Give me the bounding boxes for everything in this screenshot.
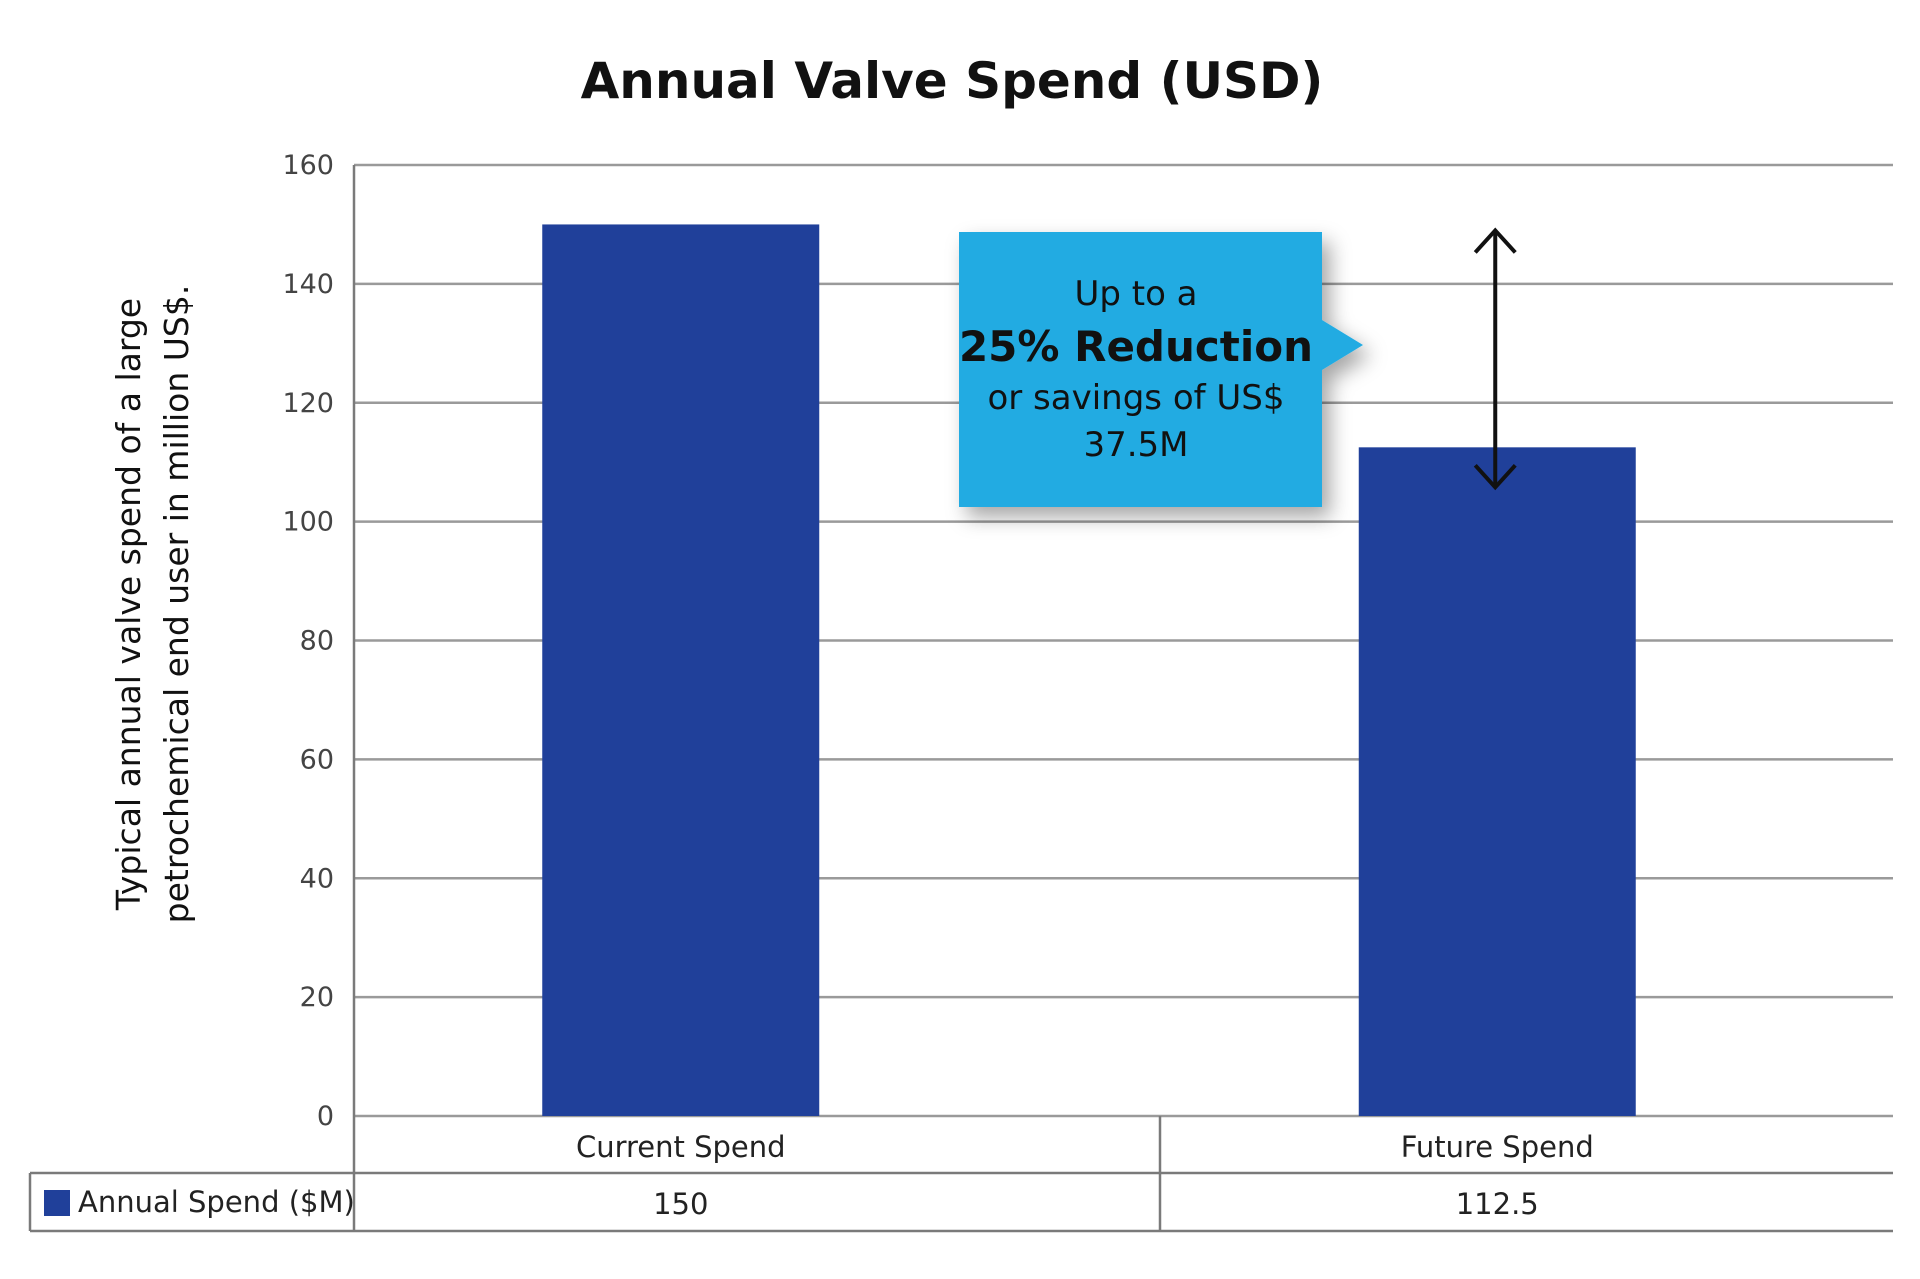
callout-line-1: Up to a [1074, 274, 1197, 314]
table-value: 112.5 [1456, 1187, 1539, 1221]
table-values: 150 112.5 [653, 1187, 1539, 1221]
y-axis-ticks: 0 20 40 60 80 100 120 140 160 [282, 150, 334, 1132]
y-tick-label: 140 [282, 269, 334, 300]
y-tick-label: 120 [282, 388, 334, 419]
bar [542, 224, 820, 1116]
legend-label: Annual Spend ($M) [78, 1185, 355, 1219]
category-label: Future Spend [1401, 1130, 1594, 1164]
y-axis-label-line-2: petrochemical end user in million US$. [157, 285, 196, 924]
legend-swatch [44, 1190, 70, 1216]
reduction-arrow [1473, 227, 1517, 491]
y-tick-label: 100 [282, 507, 334, 538]
table-value: 150 [653, 1187, 708, 1221]
y-axis-label-line-1: Typical annual valve spend of a large [109, 298, 148, 911]
y-tick-label: 60 [300, 744, 334, 775]
y-tick-label: 20 [300, 982, 334, 1013]
category-label: Current Spend [576, 1130, 786, 1164]
chart-title: Annual Valve Spend (USD) [581, 52, 1324, 110]
arrow-head-bottom [1473, 463, 1517, 491]
y-axis-label: Typical annual valve spend of a large pe… [109, 285, 196, 924]
y-tick-label: 40 [300, 863, 334, 894]
callout: Up to a 25% Reduction or savings of US$ … [959, 232, 1363, 507]
bar [1358, 447, 1636, 1116]
arrow-head-top [1473, 227, 1517, 254]
y-tick-label: 160 [282, 150, 334, 181]
callout-line-2: 25% Reduction [959, 322, 1313, 371]
callout-box [959, 232, 1363, 507]
bars [542, 224, 1636, 1116]
callout-line-3: or savings of US$ [987, 378, 1284, 418]
data-table: Annual Spend ($M) Current Spend Future Sp… [28, 1116, 1893, 1233]
callout-line-4: 37.5M [1083, 425, 1188, 465]
y-tick-label: 0 [317, 1101, 334, 1132]
category-labels: Current Spend Future Spend [576, 1130, 1594, 1164]
y-tick-label: 80 [300, 626, 334, 657]
